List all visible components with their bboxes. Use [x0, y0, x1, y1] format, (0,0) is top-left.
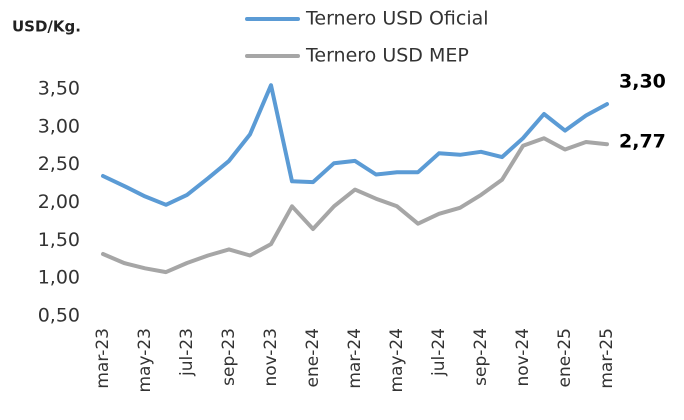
x-tick-label: ene-24 — [303, 328, 323, 387]
y-axis-label: USD/Kg. — [12, 18, 81, 36]
x-tick-label: nov-23 — [261, 328, 281, 387]
legend-label: Ternero USD MEP — [305, 45, 469, 67]
y-tick-label: 1,50 — [38, 229, 80, 251]
x-tick-label: jul-24 — [429, 328, 449, 377]
x-tick-label: sep-24 — [471, 328, 491, 386]
y-tick-label: 3,00 — [38, 115, 80, 137]
x-tick-label: ene-25 — [555, 328, 575, 387]
series-line — [101, 136, 609, 275]
x-tick-label: mar-25 — [597, 328, 617, 389]
x-tick-label: jul-23 — [177, 328, 197, 377]
y-tick-label: 3,50 — [38, 78, 80, 100]
x-tick-label: sep-23 — [219, 328, 239, 386]
y-tick-label: 1,00 — [38, 267, 80, 289]
data-label: 2,77 — [619, 131, 666, 153]
legend-label: Ternero USD Oficial — [305, 8, 489, 30]
y-tick-label: 0,50 — [38, 305, 80, 327]
x-tick-label: may-23 — [135, 328, 155, 393]
series-line — [101, 83, 609, 207]
y-tick-label: 2,50 — [38, 153, 80, 175]
x-tick-label: may-24 — [387, 328, 407, 393]
x-tick-label: nov-24 — [513, 328, 533, 387]
data-label: 3,30 — [619, 71, 666, 93]
y-tick-label: 2,00 — [38, 191, 80, 213]
x-tick-label: mar-24 — [345, 328, 365, 389]
x-tick-label: mar-23 — [93, 328, 113, 389]
